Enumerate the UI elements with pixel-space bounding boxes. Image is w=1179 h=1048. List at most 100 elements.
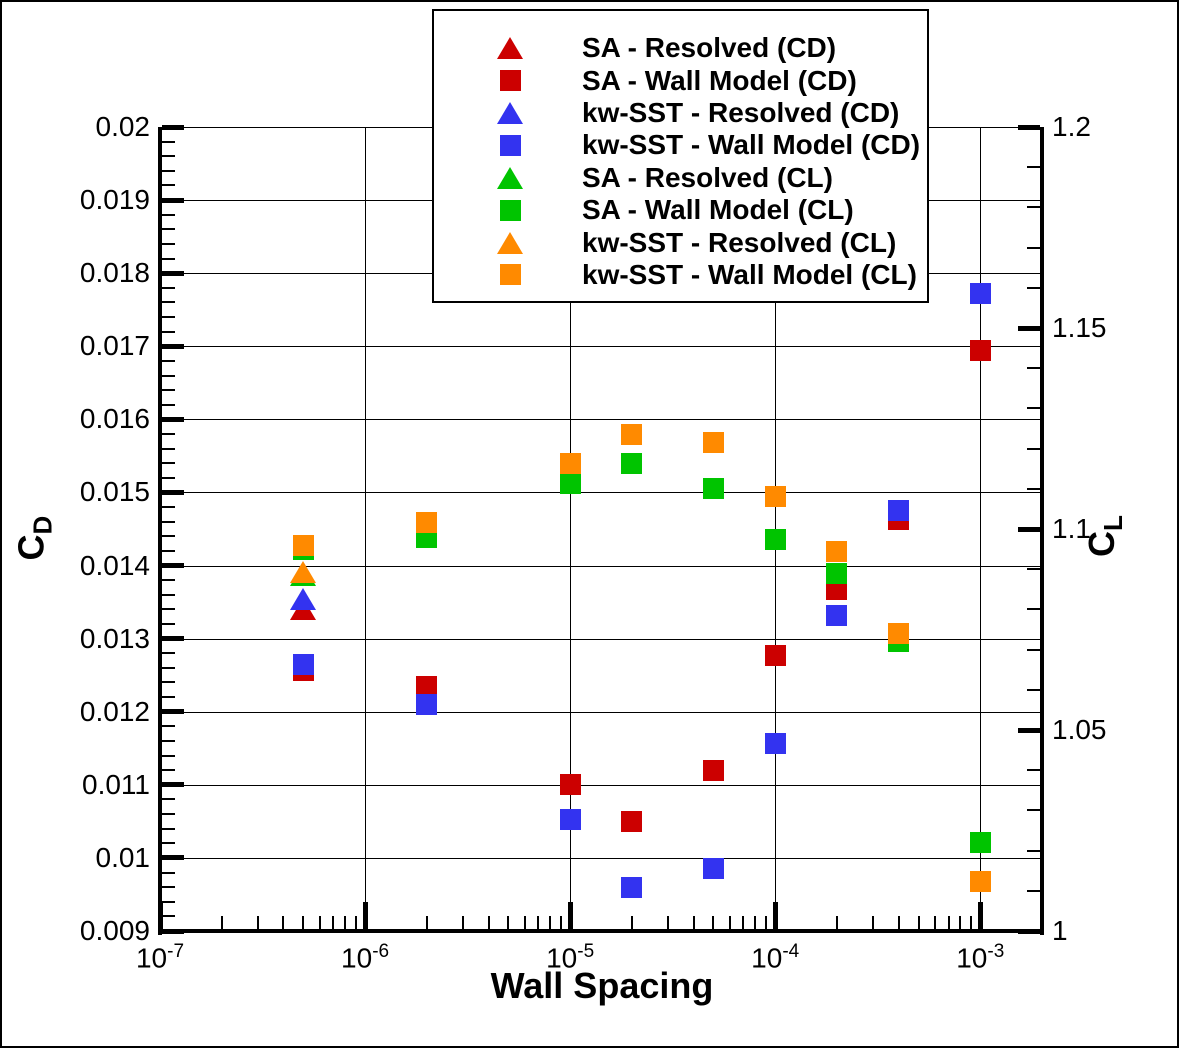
left-axis-minor-tick (162, 330, 175, 333)
left-axis-minor-tick (162, 593, 175, 596)
legend-marker-shape (499, 264, 521, 286)
left-axis-minor-tick (162, 915, 175, 918)
data-point-marker (702, 759, 724, 781)
x-axis-minor-tick (302, 916, 305, 929)
left-axis-tick-label: 0.015 (79, 476, 150, 508)
x-axis-minor-tick (947, 916, 950, 929)
legend-label: kw-SST - Wall Model (CL) (582, 258, 917, 290)
x-axis-minor-tick (712, 916, 715, 929)
h-gridline (160, 639, 1042, 640)
left-axis-major-tick (162, 489, 184, 495)
left-axis-tick-label: 0.014 (79, 549, 150, 581)
legend-label: SA - Wall Model (CD) (582, 64, 857, 96)
x-axis-minor-tick (933, 916, 936, 929)
legend: SA - Resolved (CD) SA - Wall Model (CD) kw… (432, 9, 929, 303)
x-axis-tick-label: 10-3 (956, 941, 1005, 974)
x-axis-minor-tick (897, 916, 900, 929)
left-axis-major-tick (162, 709, 184, 715)
left-axis-major-tick (162, 197, 184, 203)
data-point-marker (621, 810, 643, 832)
left-axis-title-sub: D (27, 515, 58, 535)
left-axis-minor-tick (162, 506, 175, 509)
left-axis-major-tick (162, 343, 184, 349)
x-axis-tick-label: 10-7 (135, 941, 185, 974)
left-axis-minor-tick (162, 520, 175, 523)
legend-square-marker-icon (496, 263, 524, 287)
x-axis-minor-tick (835, 916, 838, 929)
data-point-marker (621, 423, 643, 445)
left-axis-major-tick (162, 782, 184, 788)
left-axis-minor-tick (162, 228, 175, 231)
left-axis-tick-label: 0.01 (95, 841, 151, 873)
x-axis-major-tick (157, 902, 163, 929)
legend-square-marker-icon (496, 198, 524, 222)
legend-marker-shape (497, 37, 523, 60)
data-point-marker (826, 579, 848, 601)
left-axis-tick-label: 0.011 (82, 768, 150, 800)
legend-marker-shape (497, 231, 523, 254)
left-axis-major-tick (162, 563, 184, 569)
data-point-marker (416, 512, 438, 534)
h-gridline (160, 492, 1042, 493)
left-axis-minor-tick (162, 827, 175, 830)
data-point-marker (621, 453, 643, 475)
h-gridline (160, 419, 1042, 420)
left-axis-tick-label: 0.019 (79, 184, 150, 216)
left-axis-minor-tick (162, 432, 175, 435)
right-axis-minor-tick (1027, 849, 1040, 852)
left-axis-minor-tick (162, 813, 175, 816)
left-axis-tick-label: 0.017 (79, 330, 150, 362)
data-point-marker (764, 528, 786, 550)
x-axis-major-tick (772, 902, 778, 929)
data-point-marker (764, 644, 786, 666)
right-axis-minor-tick (1027, 608, 1040, 611)
x-axis-minor-tick (728, 916, 731, 929)
legend-label: kw-SST - Resolved (CL) (582, 226, 897, 258)
x-axis-minor-tick (282, 916, 285, 929)
right-axis-minor-tick (1027, 407, 1040, 410)
left-axis-minor-tick (162, 301, 175, 304)
right-axis-line (1040, 127, 1044, 935)
right-axis-minor-tick (1027, 568, 1040, 571)
left-axis-minor-tick (162, 535, 175, 538)
right-axis-tick-label: 1 (1052, 915, 1068, 946)
legend-triangle-marker-icon (496, 36, 524, 60)
data-point-marker (702, 858, 724, 880)
left-axis-major-tick (162, 855, 184, 861)
data-point-marker (559, 473, 581, 495)
right-axis-major-tick (1018, 325, 1040, 331)
data-point-marker (826, 540, 848, 562)
x-axis-tick-label: 10-4 (751, 941, 800, 974)
legend-square-marker-icon (496, 69, 524, 93)
data-point-marker (621, 877, 643, 899)
data-point-marker (826, 604, 848, 626)
right-axis-major-tick (1018, 526, 1040, 532)
legend-triangle-marker-icon (496, 231, 524, 255)
left-axis-title: CD (10, 516, 58, 561)
right-axis-title-sub: L (1098, 515, 1129, 532)
left-axis-minor-tick (162, 155, 175, 158)
x-axis-tick-label: 10-5 (546, 941, 595, 974)
left-axis-minor-tick (162, 389, 175, 392)
h-gridline (160, 712, 1042, 713)
right-axis-minor-tick (1027, 367, 1040, 370)
data-point-marker (559, 808, 581, 830)
left-axis-minor-tick (162, 739, 175, 742)
legend-row: SA - Resolved (CL) (434, 162, 927, 194)
data-point-marker (702, 478, 724, 500)
legend-triangle-marker-icon (496, 166, 524, 190)
x-axis-minor-tick (461, 916, 464, 929)
data-point-marker (416, 676, 438, 698)
right-axis-minor-tick (1027, 648, 1040, 651)
right-axis-major-tick (1018, 124, 1040, 130)
v-gridline (570, 127, 571, 929)
left-axis-minor-tick (162, 359, 175, 362)
left-axis-tick-label: 0.013 (79, 622, 150, 654)
x-axis-minor-tick (917, 916, 920, 929)
h-gridline (160, 566, 1042, 567)
left-axis-minor-tick (162, 184, 175, 187)
left-axis-major-tick (162, 124, 184, 130)
x-axis-major-tick (977, 902, 983, 929)
h-gridline (160, 785, 1042, 786)
bottom-axis-line (158, 929, 1044, 933)
